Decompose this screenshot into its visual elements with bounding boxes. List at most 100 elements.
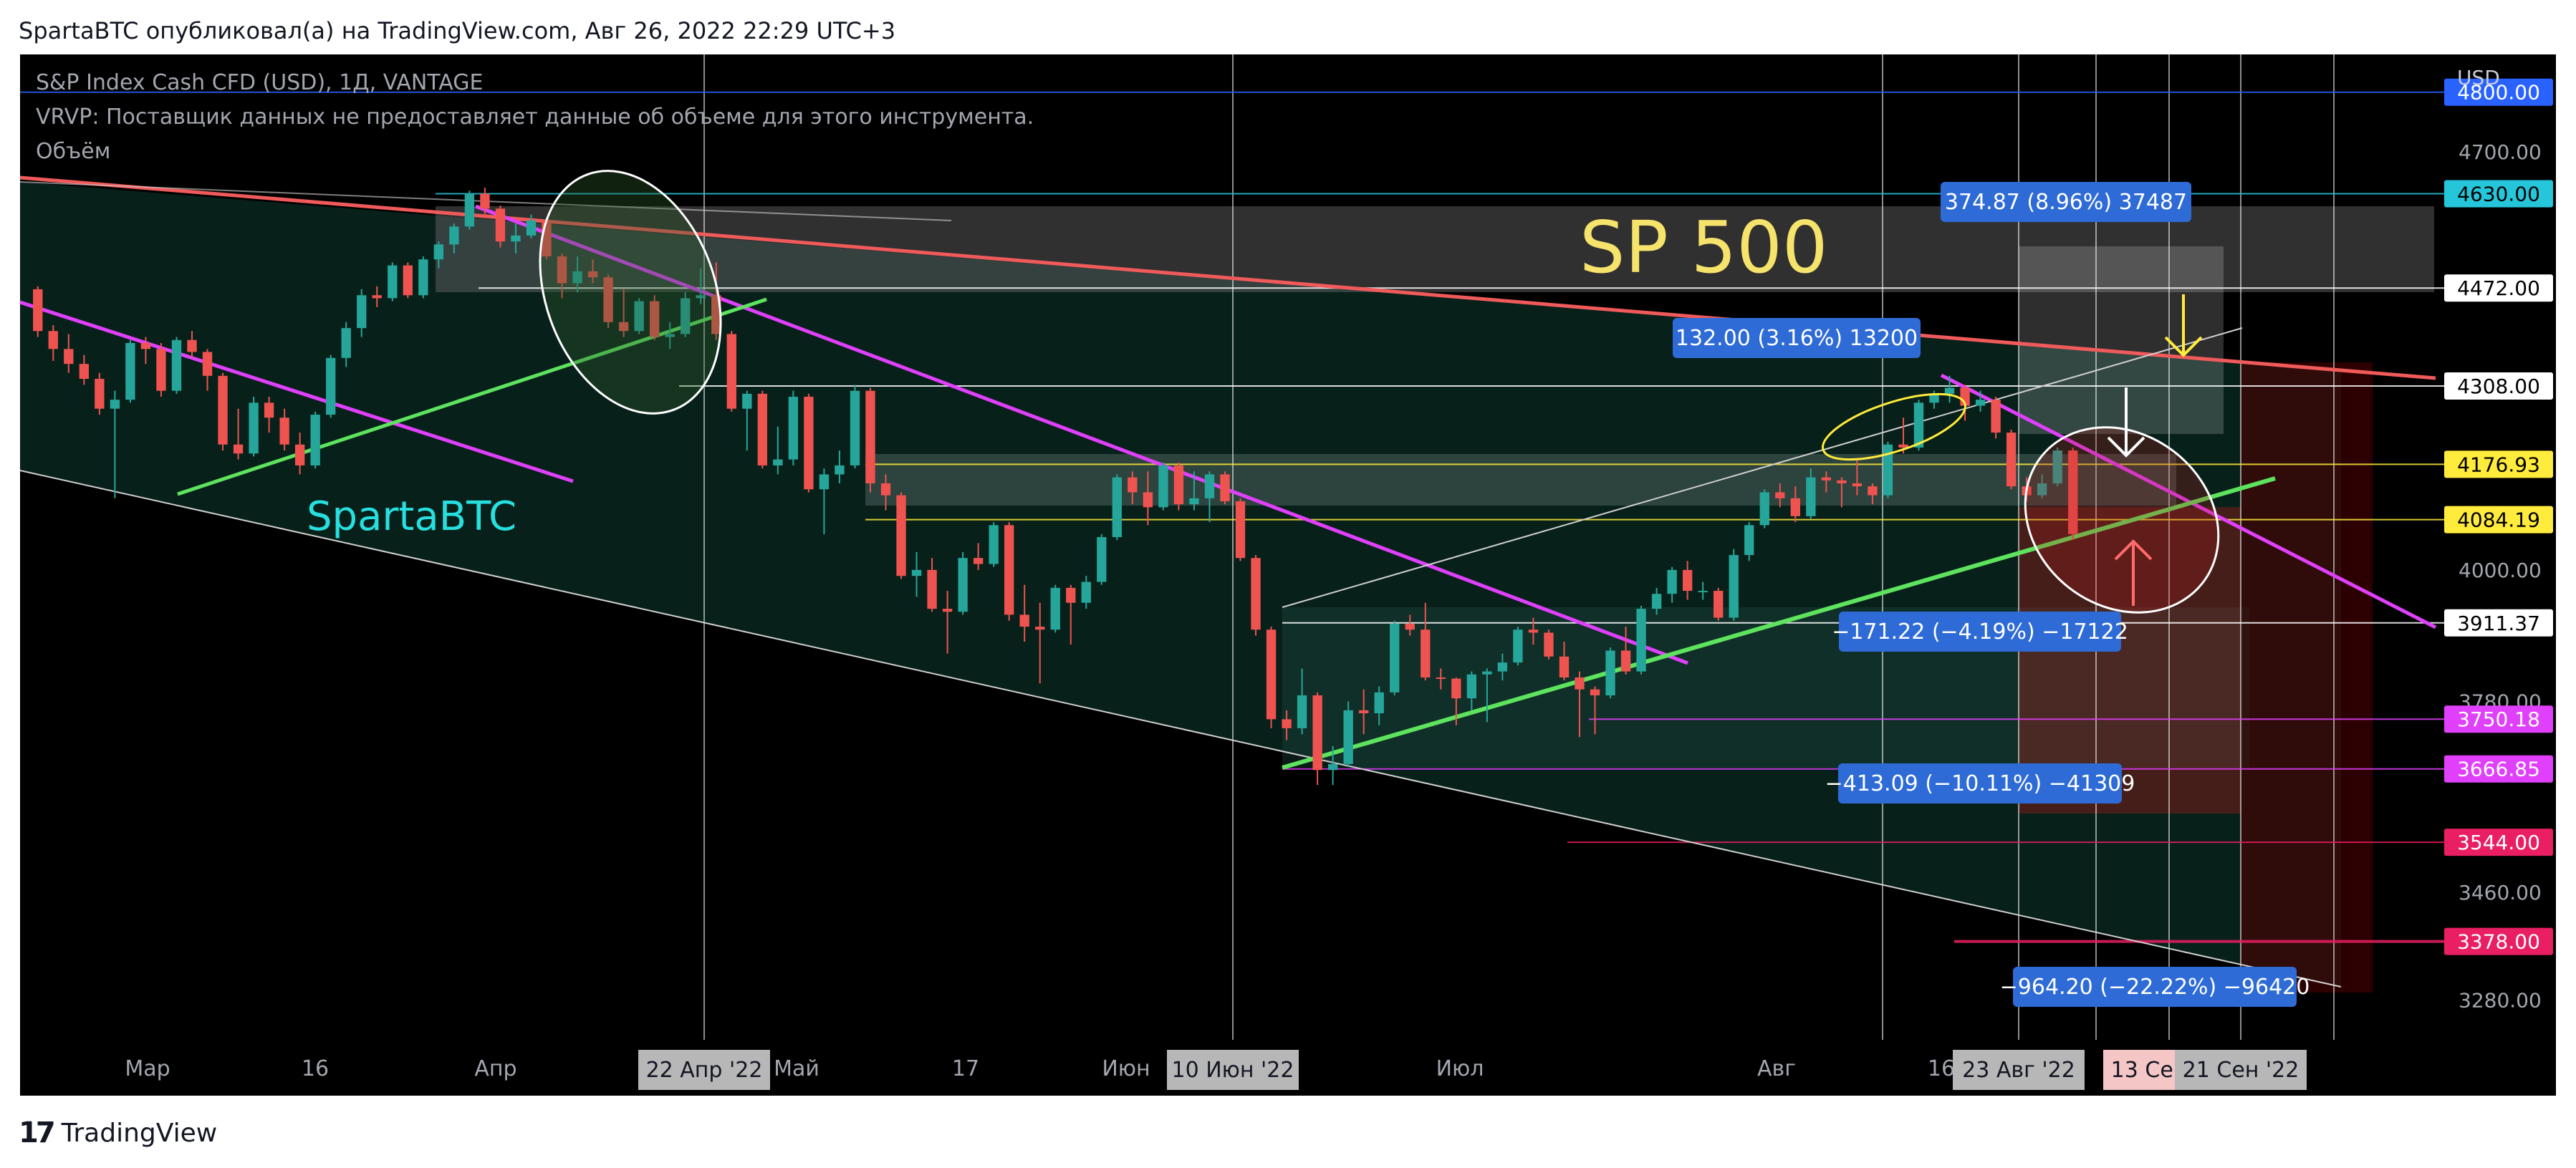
- time-tick-label: Мар: [125, 1056, 170, 1081]
- candle-body: [511, 235, 521, 242]
- chart-area[interactable]: 3280.00 3460.00 3780.00 4000.00 4700.00 4800.…: [20, 54, 2556, 1096]
- measure-text: 374.87 (8.96%) 37487: [1945, 190, 2187, 215]
- measure-box: [2013, 967, 2297, 1007]
- candle-body: [388, 265, 398, 299]
- price-axis[interactable]: 3280.003460.003780.004000.004700.004800.…: [2444, 78, 2553, 1013]
- price-tick-label: 3280.00: [2459, 988, 2542, 1012]
- candle-body: [973, 558, 984, 564]
- candle-body: [835, 465, 845, 475]
- legend-vrvp[interactable]: VRVP: Поставщик данных не предоставляет …: [36, 105, 1034, 130]
- author-watermark: SpartaBTC: [307, 493, 516, 540]
- time-tick-label: 16: [302, 1056, 329, 1081]
- measurement-labels: 374.87 (8.96%) 37487 132.00 (3.16%) 13200…: [1673, 182, 2310, 1007]
- tradingview-footer[interactable]: 17 TradingView: [19, 1116, 217, 1150]
- price-level-value: 3378.00: [2457, 930, 2540, 954]
- legend-symbol[interactable]: S&P Index Cash CFD (USD), 1Д, VANTAGE: [36, 70, 484, 95]
- candle-body: [140, 342, 151, 349]
- candle-body: [1744, 525, 1754, 556]
- candle-body: [449, 226, 459, 245]
- candle-body: [696, 295, 706, 299]
- candle-body: [1282, 719, 1292, 728]
- candle-body: [1913, 402, 1924, 448]
- candle-body: [310, 415, 320, 465]
- green-support-2: [1282, 476, 2276, 770]
- measure-text: −964.20 (−22.22%) −96420: [2000, 975, 2310, 1000]
- candle-body: [1035, 627, 1045, 630]
- candle-body: [1790, 498, 1800, 516]
- candle-body: [587, 271, 598, 278]
- candle-body: [1775, 492, 1785, 498]
- measure-zone-up: [2019, 246, 2224, 434]
- candle-body: [1158, 465, 1168, 508]
- magenta-line-3: [1940, 373, 2437, 629]
- candle-body: [1729, 555, 1739, 618]
- candle-body: [1868, 486, 1878, 496]
- time-tick-label: Авг: [1757, 1056, 1796, 1081]
- price-level-tag: [2444, 506, 2553, 534]
- candle-body: [1466, 674, 1477, 699]
- time-tick-label: Июл: [1436, 1056, 1484, 1081]
- candle-body: [1682, 569, 1693, 592]
- candle-body: [1575, 677, 1585, 690]
- candle-body: [433, 244, 444, 260]
- candle-body: [1019, 614, 1029, 627]
- candle-body: [1220, 474, 1230, 501]
- candle-body: [788, 397, 799, 460]
- candle-body: [1929, 393, 1939, 403]
- chart-canvas[interactable]: 3280.003460.003780.004000.004700.004800.…: [20, 54, 2556, 1096]
- time-tick-label: Июн: [1102, 1056, 1150, 1081]
- tradingview-wordmark: TradingView: [61, 1118, 218, 1148]
- candle-body: [819, 474, 830, 490]
- time-axis[interactable]: Мар16АпрМай17ИюнИюлАвг16Сен22 Апр '2210 …: [125, 1050, 2307, 1090]
- candle-body: [1667, 569, 1677, 594]
- candle-body: [1251, 558, 1261, 630]
- candle-body: [942, 609, 953, 612]
- candle-body: [1590, 689, 1600, 695]
- price-level-tag: [2444, 927, 2553, 955]
- candle-body: [1173, 465, 1184, 505]
- candle-body: [1297, 695, 1307, 728]
- candle-body: [202, 352, 213, 376]
- candle-body: [665, 334, 675, 337]
- price-level-value: 3666.85: [2457, 758, 2540, 781]
- candle-body: [865, 390, 875, 483]
- candle-body: [187, 339, 197, 352]
- candle-body: [526, 221, 537, 236]
- time-highlight-tag: [1953, 1050, 2085, 1090]
- candle-body: [2006, 433, 2017, 487]
- time-highlight-tag: [2175, 1050, 2307, 1090]
- price-level-value: 4800.00: [2457, 81, 2540, 105]
- candle-body: [1620, 650, 1631, 672]
- candle-body: [1636, 609, 1646, 672]
- candle-body: [1759, 492, 1769, 526]
- candle-body: [2052, 450, 2062, 483]
- candlestick-series: [33, 188, 2078, 786]
- price-level-tag: [2444, 609, 2553, 637]
- candle-body: [294, 444, 305, 465]
- candle-body: [1991, 400, 2001, 433]
- candle-body: [1714, 591, 1724, 618]
- measure-zone-down-1: [2019, 507, 2241, 814]
- candle-body: [911, 569, 922, 576]
- candle-body: [850, 390, 860, 465]
- candle-body: [557, 256, 567, 284]
- candle-body: [1374, 692, 1384, 714]
- candle-body: [1852, 483, 1863, 487]
- candle-body: [896, 495, 906, 576]
- candle-body: [649, 301, 660, 337]
- candle-body: [1497, 662, 1508, 672]
- arrow-down-white: [2107, 387, 2145, 458]
- candle-body: [1143, 492, 1153, 508]
- price-tick-label: 4700.00: [2459, 140, 2542, 164]
- candle-body: [1482, 671, 1492, 675]
- candle-body: [1004, 525, 1014, 615]
- measure-box: [1673, 318, 1921, 358]
- time-tick-label: Апр: [474, 1056, 516, 1081]
- price-level-tag: [2444, 829, 2553, 856]
- candle-body: [341, 328, 351, 358]
- legend-volume[interactable]: Объём: [36, 139, 111, 164]
- price-tick-label: 3460.00: [2459, 881, 2542, 904]
- candle-body: [880, 483, 891, 496]
- price-level-value: 4472.00: [2457, 276, 2540, 300]
- rising-channel-top: [1282, 327, 2243, 608]
